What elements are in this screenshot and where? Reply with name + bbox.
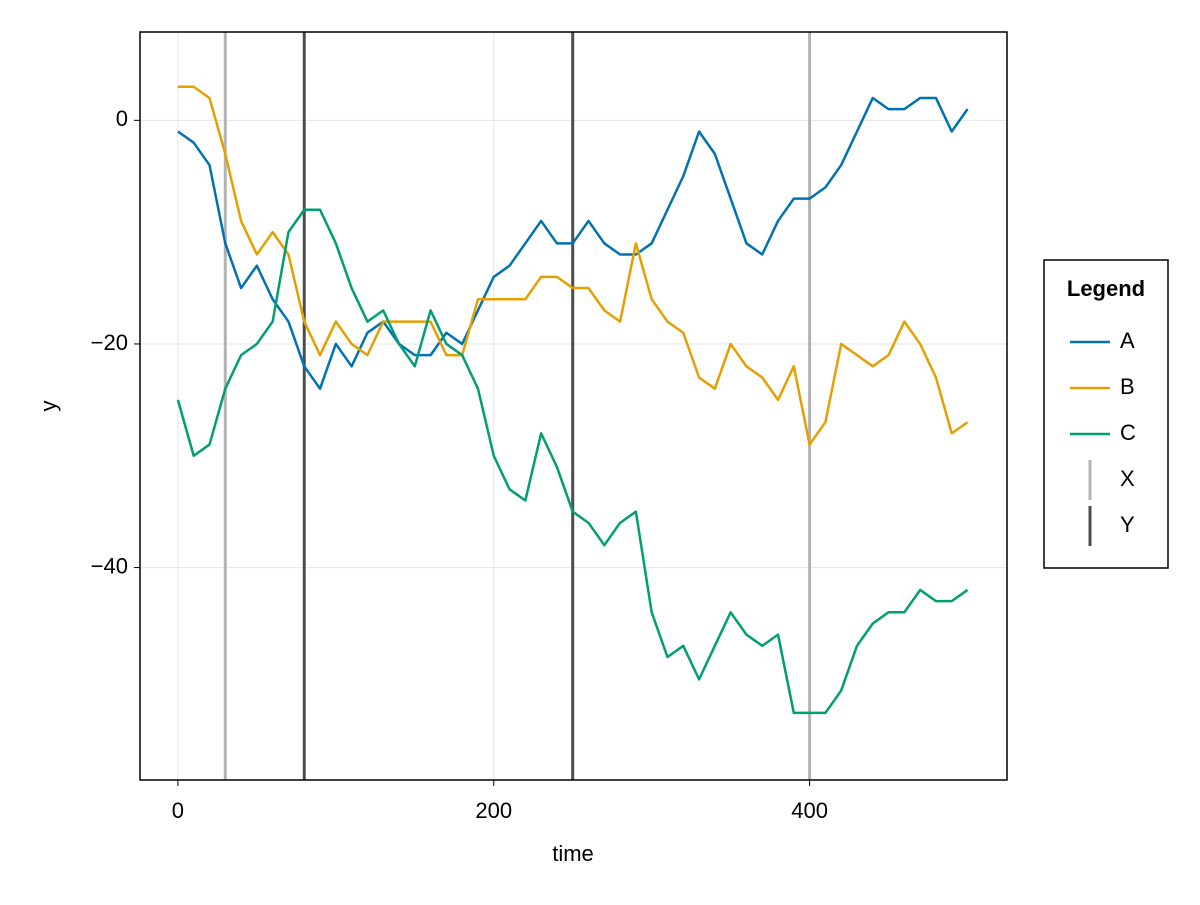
y-tick-label: 0: [116, 106, 128, 131]
legend-box: [1043, 259, 1169, 569]
x-tick-label: 0: [172, 798, 184, 823]
series-line: [176, 208, 969, 715]
y-tick-label: −40: [91, 553, 128, 578]
legend-label: B: [1120, 374, 1135, 399]
y-axis-label: y: [36, 401, 61, 412]
series-line: [177, 85, 969, 446]
x-axis-label: time: [552, 841, 594, 866]
legend-label: Y: [1120, 512, 1135, 537]
plot-frame: [139, 31, 1008, 781]
legend-title: Legend: [1067, 276, 1145, 301]
x-tick-label: 200: [475, 798, 512, 823]
legend-label: C: [1120, 420, 1136, 445]
legend-label: A: [1120, 328, 1135, 353]
y-tick-label: −20: [91, 330, 128, 355]
legend-label: X: [1120, 466, 1135, 491]
x-tick-label: 400: [791, 798, 828, 823]
series-line: [177, 96, 969, 390]
